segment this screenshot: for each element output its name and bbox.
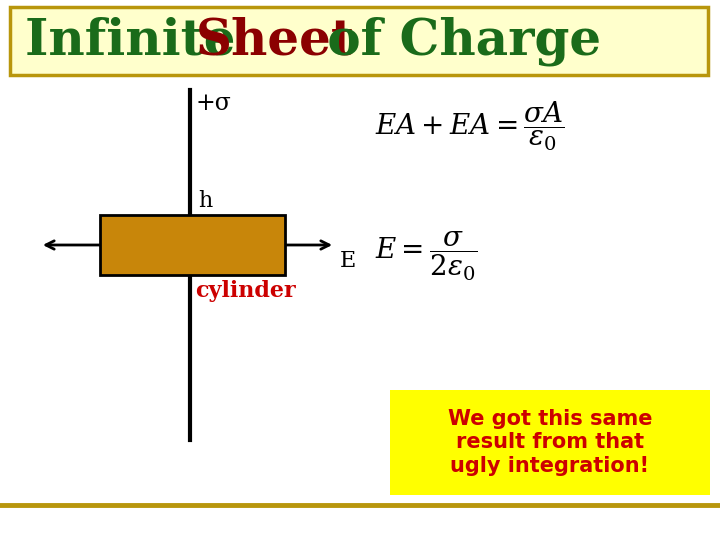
Text: E: E bbox=[340, 250, 356, 272]
Text: h: h bbox=[198, 190, 212, 212]
Text: Infinite: Infinite bbox=[25, 17, 253, 65]
Bar bbox=[390, 390, 710, 495]
Text: of Charge: of Charge bbox=[310, 16, 601, 66]
Text: $EA + EA = \dfrac{\sigma A}{\varepsilon_0}$: $EA + EA = \dfrac{\sigma A}{\varepsilon_… bbox=[375, 100, 564, 153]
Bar bbox=[100, 215, 285, 275]
Bar bbox=[10, 7, 708, 75]
Text: We got this same
result from that
ugly integration!: We got this same result from that ugly i… bbox=[448, 409, 652, 476]
Text: cylinder: cylinder bbox=[195, 280, 296, 302]
Text: +σ: +σ bbox=[195, 92, 231, 115]
Text: $E = \dfrac{\sigma}{2\varepsilon_0}$: $E = \dfrac{\sigma}{2\varepsilon_0}$ bbox=[375, 230, 477, 283]
Text: Sheet: Sheet bbox=[196, 17, 355, 65]
